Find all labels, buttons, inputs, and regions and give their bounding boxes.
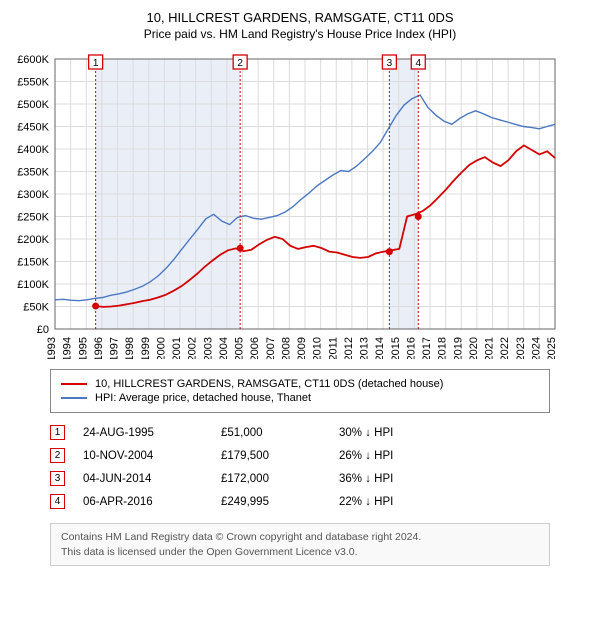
svg-text:2020: 2020 <box>468 337 480 359</box>
svg-text:2: 2 <box>237 58 243 69</box>
svg-text:3: 3 <box>387 58 393 69</box>
chart-area: £0 £50K £100K £150K £200K £250K £300K £350K £400… <box>10 49 590 359</box>
svg-text:£300K: £300K <box>17 189 49 201</box>
sale-marker: 4 <box>50 494 65 509</box>
sale-marker: 3 <box>50 471 65 486</box>
sale-pct: 30% ↓ HPI <box>339 427 449 439</box>
svg-text:£500K: £500K <box>17 99 49 111</box>
sale-date: 06-APR-2016 <box>83 496 203 508</box>
svg-text:2004: 2004 <box>218 337 230 359</box>
sale-marker: 2 <box>50 448 65 463</box>
sale-pct: 36% ↓ HPI <box>339 473 449 485</box>
sale-pct: 22% ↓ HPI <box>339 496 449 508</box>
svg-text:2009: 2009 <box>296 337 308 359</box>
svg-text:£200K: £200K <box>17 234 49 246</box>
sale-row: 3 04-JUN-2014 £172,000 36% ↓ HPI <box>50 467 550 490</box>
svg-text:1995: 1995 <box>77 337 89 359</box>
chart-title: 10, HILLCREST GARDENS, RAMSGATE, CT11 0D… <box>10 10 590 25</box>
sale-date: 24-AUG-1995 <box>83 427 203 439</box>
svg-text:2017: 2017 <box>421 337 433 359</box>
legend-label: 10, HILLCREST GARDENS, RAMSGATE, CT11 0D… <box>95 378 443 390</box>
svg-text:2006: 2006 <box>249 337 261 359</box>
legend: 10, HILLCREST GARDENS, RAMSGATE, CT11 0D… <box>50 369 550 413</box>
svg-text:2025: 2025 <box>546 337 558 359</box>
svg-text:£400K: £400K <box>17 144 49 156</box>
svg-text:2011: 2011 <box>327 337 339 359</box>
svg-text:2015: 2015 <box>390 337 402 359</box>
svg-text:2007: 2007 <box>265 337 277 359</box>
svg-text:£350K: £350K <box>17 167 49 179</box>
svg-text:2023: 2023 <box>515 337 527 359</box>
svg-text:2013: 2013 <box>359 337 371 359</box>
svg-text:2021: 2021 <box>484 337 496 359</box>
svg-text:4: 4 <box>416 58 422 69</box>
svg-text:1994: 1994 <box>62 337 74 359</box>
sale-row: 4 06-APR-2016 £249,995 22% ↓ HPI <box>50 490 550 513</box>
sale-date: 10-NOV-2004 <box>83 450 203 462</box>
sale-price: £51,000 <box>221 427 321 439</box>
svg-text:1993: 1993 <box>46 337 58 359</box>
svg-text:2024: 2024 <box>530 337 542 359</box>
attribution-line2: This data is licensed under the Open Gov… <box>61 545 539 560</box>
sale-price: £249,995 <box>221 496 321 508</box>
svg-text:£100K: £100K <box>17 279 49 291</box>
attribution-line1: Contains HM Land Registry data © Crown c… <box>61 530 539 545</box>
sale-pct: 26% ↓ HPI <box>339 450 449 462</box>
sale-row: 2 10-NOV-2004 £179,500 26% ↓ HPI <box>50 444 550 467</box>
svg-text:£450K: £450K <box>17 122 49 134</box>
svg-text:1996: 1996 <box>93 337 105 359</box>
svg-text:£0: £0 <box>37 324 49 336</box>
sale-price: £172,000 <box>221 473 321 485</box>
svg-text:2001: 2001 <box>171 337 183 359</box>
svg-text:2002: 2002 <box>187 337 199 359</box>
svg-text:2008: 2008 <box>280 337 292 359</box>
svg-text:2003: 2003 <box>202 337 214 359</box>
svg-text:£600K: £600K <box>17 54 49 66</box>
price-chart: £0 £50K £100K £150K £200K £250K £300K £350K £400… <box>10 49 570 359</box>
sale-marker: 1 <box>50 425 65 440</box>
svg-text:£150K: £150K <box>17 257 49 269</box>
sale-date: 04-JUN-2014 <box>83 473 203 485</box>
legend-item: 10, HILLCREST GARDENS, RAMSGATE, CT11 0D… <box>61 378 539 390</box>
sale-price: £179,500 <box>221 450 321 462</box>
svg-text:£50K: £50K <box>23 302 49 314</box>
svg-text:1997: 1997 <box>109 337 121 359</box>
svg-text:2019: 2019 <box>452 337 464 359</box>
sale-row: 1 24-AUG-1995 £51,000 30% ↓ HPI <box>50 421 550 444</box>
svg-text:2018: 2018 <box>437 337 449 359</box>
sales-table: 1 24-AUG-1995 £51,000 30% ↓ HPI 2 10-NOV-2004… <box>50 421 550 513</box>
svg-text:2005: 2005 <box>234 337 246 359</box>
svg-text:1998: 1998 <box>124 337 136 359</box>
svg-text:2012: 2012 <box>343 337 355 359</box>
legend-swatch <box>61 383 87 385</box>
svg-text:2016: 2016 <box>405 337 417 359</box>
legend-item: HPI: Average price, detached house, Than… <box>61 392 539 404</box>
svg-text:2022: 2022 <box>499 337 511 359</box>
chart-subtitle: Price paid vs. HM Land Registry's House … <box>10 27 590 41</box>
svg-text:2010: 2010 <box>312 337 324 359</box>
svg-text:£250K: £250K <box>17 212 49 224</box>
svg-text:2014: 2014 <box>374 337 386 359</box>
svg-text:£550K: £550K <box>17 77 49 89</box>
legend-label: HPI: Average price, detached house, Than… <box>95 392 311 404</box>
svg-text:1: 1 <box>93 58 99 69</box>
svg-text:1999: 1999 <box>140 337 152 359</box>
legend-swatch <box>61 397 87 399</box>
svg-text:2000: 2000 <box>155 337 167 359</box>
attribution: Contains HM Land Registry data © Crown c… <box>50 523 550 566</box>
